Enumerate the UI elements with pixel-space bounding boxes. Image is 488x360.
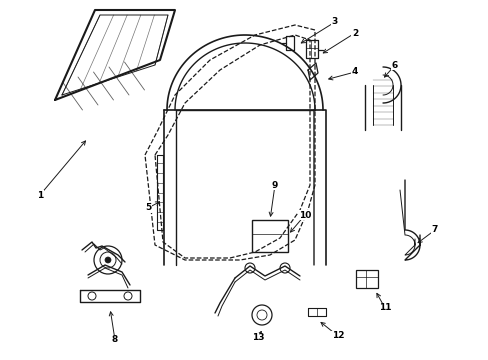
Circle shape	[105, 257, 111, 263]
Text: 13: 13	[251, 333, 264, 342]
Bar	[355, 270, 377, 288]
Text: 7: 7	[431, 225, 437, 234]
Text: 1: 1	[37, 190, 43, 199]
Bar	[251, 220, 287, 252]
Text: 11: 11	[378, 303, 390, 312]
Text: 2: 2	[351, 28, 357, 37]
Text: 3: 3	[331, 18, 337, 27]
Text: 10: 10	[298, 211, 310, 220]
Text: 4: 4	[351, 68, 357, 77]
Text: 9: 9	[271, 180, 278, 189]
Text: 5: 5	[144, 203, 151, 212]
Text: 8: 8	[112, 336, 118, 345]
Text: 12: 12	[331, 332, 344, 341]
Text: 6: 6	[391, 60, 397, 69]
